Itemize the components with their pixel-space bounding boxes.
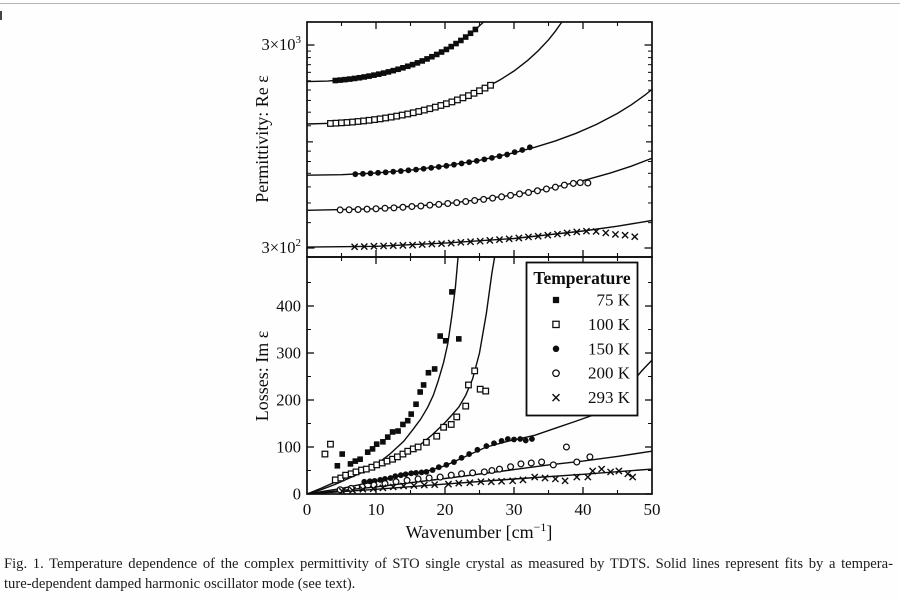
y-axis-title-top: Permittivity: Re ε — [252, 75, 272, 203]
markers-75K — [332, 26, 479, 84]
legend-label-293K: 293 K — [588, 388, 631, 407]
xtick-label: 20 — [437, 500, 454, 519]
y-axis-title-bottom: Losses: Im ε — [252, 330, 272, 421]
scan-artifact-top-line — [0, 3, 900, 4]
fit-line-75K — [307, 257, 459, 494]
legend-label-75K: 75 K — [596, 291, 630, 310]
markers-293K — [338, 465, 637, 495]
legend-label-150K: 150 K — [588, 339, 631, 358]
ytick-label-bottom: 300 — [276, 344, 301, 363]
xtick-label: 50 — [644, 500, 661, 519]
legend: Temperature 75 K 100 K 150 K 200 K 293 K — [525, 261, 639, 417]
top-plot-series — [307, 22, 652, 251]
fit-line-293K — [307, 219, 652, 248]
figure-caption: Fig. 1. Temperature dependence of the co… — [4, 554, 893, 594]
axes — [306, 21, 653, 495]
markers-150K — [352, 144, 533, 178]
fit-line-200K — [307, 157, 652, 211]
ytick-label-bottom: 200 — [276, 391, 301, 410]
x-axis-title: Wavenumber [cm−1] — [406, 520, 553, 542]
xtick-label: 40 — [575, 500, 592, 519]
fit-line-100K — [307, 257, 496, 494]
legend-label-100K: 100 K — [588, 315, 631, 334]
markers-200K — [336, 443, 594, 494]
ytick-label-bottom: 400 — [276, 297, 301, 316]
ytick-label-bottom: 100 — [276, 438, 301, 457]
fit-line-150K — [307, 88, 652, 176]
markers-75K — [334, 289, 462, 469]
ytick-label-top: 3×103 — [261, 34, 301, 54]
xtick-label: 30 — [506, 500, 523, 519]
figure-svg: 3×103 3×102 0 100 200 300 400 0 10 20 30 40 50 Wavenu… — [252, 21, 661, 542]
markers-150K — [361, 436, 535, 485]
caption-line-1: Fig. 1. Temperature dependence of the co… — [4, 556, 893, 572]
caption-line-2: ture-dependent damped harmonic oscillato… — [4, 576, 356, 592]
markers-200K — [336, 179, 592, 214]
xtick-label: 0 — [303, 500, 312, 519]
markers-100K — [321, 367, 490, 484]
markers-293K — [351, 227, 639, 251]
scan-artifact-left-nub — [0, 11, 2, 20]
markers-100K — [327, 81, 494, 127]
xtick-label: 10 — [368, 500, 385, 519]
axis-labels: 3×103 3×102 0 100 200 300 400 0 10 20 30 40 50 Wavenu… — [252, 34, 661, 542]
legend-title: Temperature — [533, 268, 630, 288]
legend-label-200K: 200 K — [588, 364, 631, 383]
ytick-label-bottom: 0 — [293, 485, 301, 504]
bottom-plot-series — [307, 257, 652, 495]
ytick-label-top: 3×102 — [261, 237, 301, 257]
